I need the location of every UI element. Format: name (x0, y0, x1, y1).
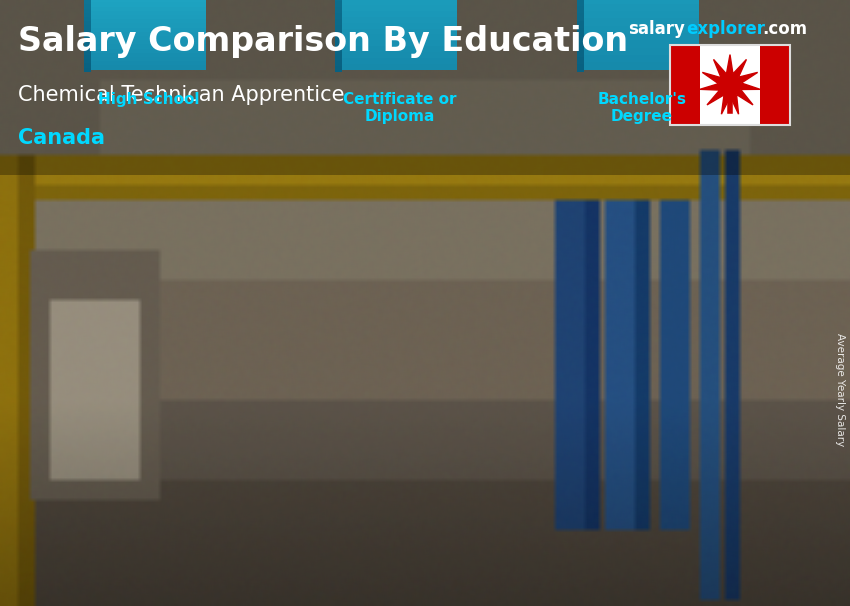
Bar (91, 65, 206, 70)
Bar (335, 25, 342, 31)
Bar (91, 0, 206, 3)
Bar (342, 11, 456, 18)
Bar (335, 0, 342, 2)
Bar (577, 6, 584, 14)
Bar (84, 55, 91, 59)
Bar (91, 15, 206, 20)
Bar (91, 32, 206, 36)
Bar (0, 0, 850, 175)
Bar (84, 47, 91, 52)
Bar (91, 57, 206, 62)
Bar (342, 35, 456, 41)
Bar (84, 38, 91, 43)
Bar (84, 4, 91, 9)
Bar (342, 28, 456, 35)
Text: Salary Comparison By Education: Salary Comparison By Education (18, 25, 628, 59)
Text: Average Yearly Salary: Average Yearly Salary (835, 333, 845, 447)
Bar (84, 0, 91, 1)
Bar (335, 36, 342, 43)
Bar (91, 2, 206, 7)
Bar (670, 45, 700, 125)
Bar (335, 66, 342, 72)
Bar (584, 62, 699, 70)
Text: High School: High School (98, 92, 200, 107)
Bar (91, 53, 206, 58)
Bar (84, 17, 91, 22)
Bar (577, 28, 584, 36)
Bar (335, 7, 342, 13)
Bar (700, 45, 760, 125)
Bar (584, 26, 699, 33)
Bar (91, 24, 206, 28)
Bar (577, 35, 584, 43)
Text: Certificate or
Diploma: Certificate or Diploma (343, 92, 456, 124)
Bar (335, 60, 342, 67)
Bar (342, 41, 456, 47)
Bar (584, 41, 699, 48)
Bar (577, 0, 584, 7)
Bar (577, 21, 584, 28)
Bar (342, 58, 456, 64)
Bar (84, 51, 91, 55)
Bar (584, 11, 699, 19)
Bar (584, 33, 699, 41)
Bar (584, 55, 699, 63)
Bar (342, 52, 456, 58)
Bar (91, 44, 206, 49)
Bar (91, 40, 206, 45)
Text: Canada: Canada (18, 128, 105, 148)
Bar (91, 19, 206, 24)
Polygon shape (700, 55, 760, 114)
Bar (335, 54, 342, 61)
Bar (335, 42, 342, 48)
Bar (584, 18, 699, 26)
Bar (91, 48, 206, 53)
Bar (335, 48, 342, 55)
Text: Chemical Technican Apprentice: Chemical Technican Apprentice (18, 85, 344, 105)
Bar (84, 34, 91, 39)
Bar (342, 17, 456, 23)
Bar (342, 5, 456, 12)
Bar (670, 45, 790, 125)
Bar (584, 0, 699, 4)
Bar (84, 59, 91, 64)
Bar (577, 42, 584, 50)
Bar (342, 46, 456, 53)
Text: salary: salary (628, 20, 685, 38)
Bar (335, 1, 342, 8)
Bar (84, 21, 91, 26)
Bar (84, 64, 91, 68)
Bar (91, 11, 206, 16)
Text: explorer: explorer (686, 20, 765, 38)
Bar (84, 13, 91, 18)
Bar (91, 61, 206, 66)
Bar (760, 45, 790, 125)
Text: .com: .com (762, 20, 808, 38)
Bar (84, 42, 91, 47)
Bar (342, 0, 456, 5)
Bar (335, 19, 342, 25)
Bar (84, 0, 91, 5)
Bar (584, 4, 699, 12)
Bar (84, 25, 91, 30)
Bar (335, 31, 342, 37)
Text: Bachelor's
Degree: Bachelor's Degree (598, 92, 686, 124)
Bar (577, 64, 584, 72)
Bar (91, 7, 206, 12)
Bar (84, 67, 91, 72)
Bar (91, 36, 206, 41)
Bar (84, 30, 91, 35)
Bar (584, 48, 699, 56)
Bar (342, 22, 456, 29)
Bar (577, 50, 584, 58)
Bar (84, 8, 91, 13)
Bar (335, 13, 342, 19)
Bar (342, 64, 456, 70)
Bar (91, 28, 206, 32)
Bar (577, 13, 584, 21)
Bar (577, 57, 584, 65)
